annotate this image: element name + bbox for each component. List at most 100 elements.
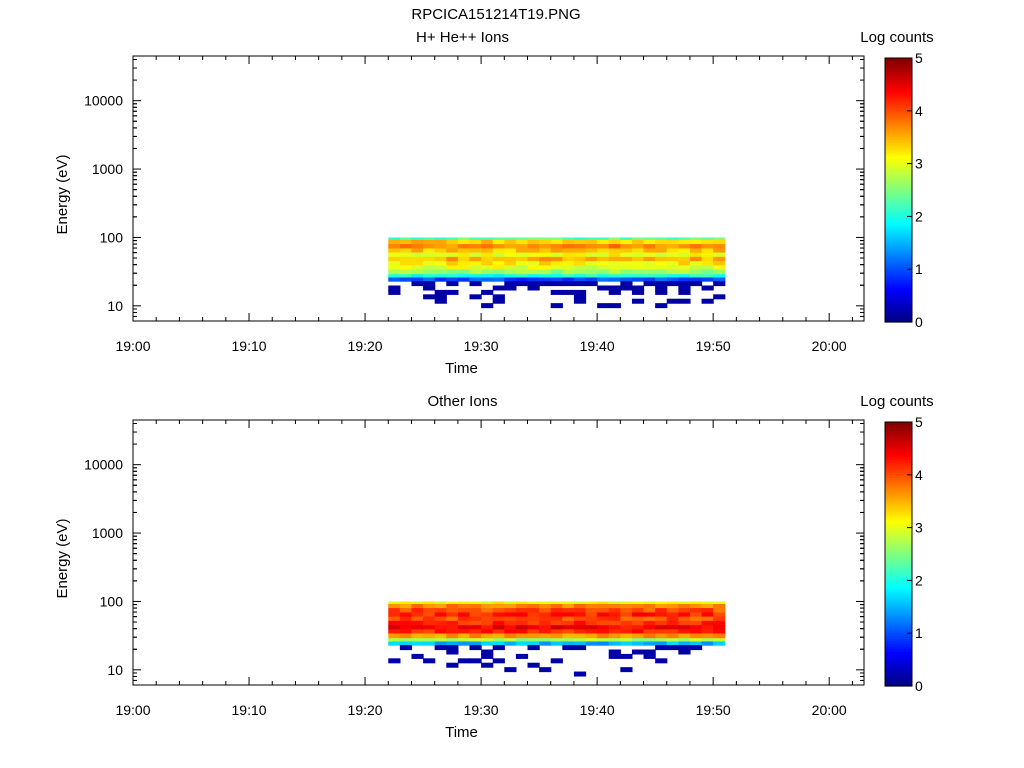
heatmap-cell (504, 667, 517, 673)
colorbar-segment (885, 612, 912, 616)
heatmap-cell (492, 298, 505, 304)
heatmap-cell (504, 612, 517, 618)
heatmap-cell (643, 269, 656, 275)
heatmap-cell (423, 638, 436, 643)
heatmap-cell (608, 303, 621, 309)
heatmap-cell (527, 638, 540, 643)
heatmap-cell (446, 616, 459, 622)
heatmap-cell (573, 603, 587, 609)
heatmap-cell (550, 252, 563, 258)
heatmap-cell (655, 641, 668, 646)
heatmap-cell (399, 261, 413, 267)
heatmap-cell (631, 620, 645, 626)
colorbar-segment (885, 113, 912, 117)
heatmap-cell (411, 244, 424, 250)
heatmap-cell (481, 641, 494, 646)
heatmap-cell (423, 601, 436, 605)
heatmap-cell (423, 625, 436, 631)
colorbar-segment (885, 435, 912, 439)
colorbar-segment (885, 466, 912, 471)
heatmap-cell (655, 303, 668, 309)
heatmap-cell (562, 274, 575, 279)
heatmap-cell (411, 248, 424, 254)
heatmap-cell (701, 244, 714, 250)
heatmap-cell (492, 620, 505, 626)
heatmap-cell (701, 612, 714, 618)
heatmap-cell (573, 239, 587, 245)
colorbar-segment (885, 287, 912, 291)
heatmap-cell (620, 277, 633, 282)
heatmap-cell (434, 612, 447, 618)
heatmap-cell (620, 244, 633, 250)
heatmap-cell (515, 629, 529, 635)
heatmap-cell (388, 248, 401, 254)
heatmap-cell (515, 653, 529, 659)
heatmap-cell (399, 603, 413, 609)
colorbar-segment (885, 514, 912, 518)
heatmap-cell (701, 298, 714, 304)
heatmap-cell (713, 601, 726, 605)
heatmap-cell (620, 281, 633, 287)
colorbar-segment (885, 683, 912, 687)
heatmap-cell (713, 265, 726, 271)
heatmap-cell (678, 248, 691, 254)
heatmap-cell (550, 281, 563, 287)
heatmap-cell (388, 638, 401, 643)
heatmap-cell (655, 289, 668, 295)
heatmap-cell (399, 601, 413, 605)
heatmap-cell (608, 608, 621, 614)
heatmap-cell (713, 261, 726, 267)
heatmap-cell (562, 289, 575, 295)
heatmap-cell (539, 601, 552, 605)
heatmap-cell (399, 645, 413, 651)
heatmap-cell (388, 625, 401, 631)
colorbar-segment (885, 187, 912, 191)
heatmap-cell (643, 274, 656, 279)
heatmap-cell (643, 633, 656, 639)
heatmap-cell (713, 277, 726, 282)
heatmap-cell (434, 274, 447, 279)
heatmap-cell (655, 603, 668, 609)
heatmap-cell (597, 244, 610, 250)
heatmap-cell (399, 633, 413, 639)
colorbar-tick-label: 5 (915, 414, 923, 430)
heatmap-cell (492, 252, 505, 258)
x-tick-label: 19:10 (232, 338, 267, 354)
heatmap-cell (678, 625, 691, 631)
heatmap-cell (457, 248, 471, 254)
heatmap-cell (388, 244, 401, 250)
heatmap-cell (515, 641, 529, 646)
heatmap-cell (678, 237, 691, 241)
heatmap-cell (504, 625, 517, 631)
heatmap-cell (643, 281, 656, 287)
colorbar-segment (885, 651, 912, 655)
heatmap-cell (469, 265, 482, 271)
colorbar-segment (885, 675, 912, 679)
heatmap-cell (573, 256, 587, 262)
heatmap (388, 601, 726, 677)
heatmap-cell (689, 265, 703, 271)
heatmap-cell (701, 629, 714, 635)
colorbar-segment (885, 319, 912, 323)
heatmap-cell (643, 629, 656, 635)
heatmap-cell (608, 612, 621, 618)
heatmap-cell (666, 256, 679, 262)
heatmap-cell (388, 620, 401, 626)
heatmap-cell (655, 608, 668, 614)
heatmap-cell (666, 638, 679, 643)
x-tick-label: 19:20 (348, 338, 383, 354)
colorbar-segment (885, 440, 912, 444)
heatmap-cell (481, 277, 494, 282)
heatmap-cell (457, 274, 471, 279)
colorbar-segment (885, 248, 912, 252)
heatmap-cell (620, 633, 633, 639)
heatmap-cell (504, 277, 517, 282)
heatmap-cell (631, 612, 645, 618)
colorbar-segment (885, 274, 912, 278)
heatmap-cell (399, 248, 413, 254)
heatmap-cell (608, 625, 621, 631)
colorbar-segment (885, 635, 912, 640)
colorbar-segment (885, 92, 912, 96)
heatmap-cell (678, 285, 691, 291)
heatmap-cell (423, 277, 436, 282)
